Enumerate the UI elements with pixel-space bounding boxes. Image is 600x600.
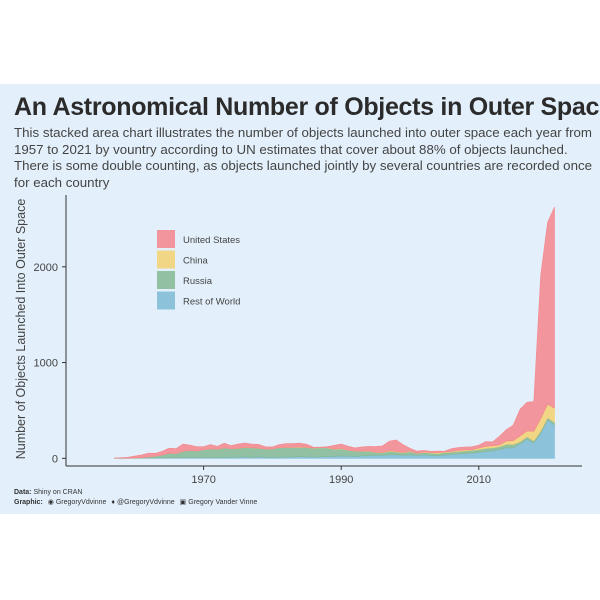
y-tick-label: 0 <box>52 453 58 465</box>
legend-swatch-rest-of-world <box>157 291 175 310</box>
legend-label-rest-of-world: Rest of World <box>183 297 240 308</box>
area-layers <box>113 206 555 459</box>
legend: United States China Russia Rest of World <box>157 230 240 310</box>
chart-subtitle: This stacked area chart illustrates the … <box>14 125 593 190</box>
y-tick-label: 1000 <box>34 358 58 370</box>
footer-linkedin-name: Gregory Vander Vinne <box>188 499 258 506</box>
legend-swatch-united-states <box>157 230 175 248</box>
y-tick-label: 2000 <box>34 262 58 274</box>
twitter-icon: ♦ <box>111 499 115 506</box>
footer: Data: Shiny on CRAN Graphic: ◉ GregoryVdv… <box>14 488 257 508</box>
footer-twitter-handle: @GregoryVdvinne <box>116 499 175 506</box>
y-axis-ticks: 0 1000 2000 <box>34 262 66 465</box>
footer-data-label: Data: <box>14 489 32 496</box>
footer-github-handle: GregoryVdvinne <box>55 499 107 506</box>
legend-swatch-russia <box>157 271 175 289</box>
x-tick-label: 1990 <box>329 474 353 486</box>
footer-data-source: Shiny on CRAN <box>33 489 83 496</box>
linkedin-icon: ▣ <box>179 499 187 506</box>
y-axis-label: Number of Objects Launched Into Outer Sp… <box>14 199 28 460</box>
footer-graphic-label: Graphic: <box>14 499 43 506</box>
github-icon: ◉ <box>47 499 54 506</box>
x-tick-label: 1970 <box>191 474 215 486</box>
legend-label-china: China <box>183 256 209 267</box>
area-united-states <box>114 206 555 459</box>
chart-title: An Astronomical Number of Objects in Out… <box>14 93 600 121</box>
legend-swatch-china <box>157 250 175 269</box>
legend-label-united-states: United States <box>183 235 240 246</box>
x-tick-label: 2010 <box>467 474 491 486</box>
x-axis-ticks: 1970 1990 2010 <box>191 466 491 486</box>
legend-label-russia: Russia <box>183 276 213 287</box>
